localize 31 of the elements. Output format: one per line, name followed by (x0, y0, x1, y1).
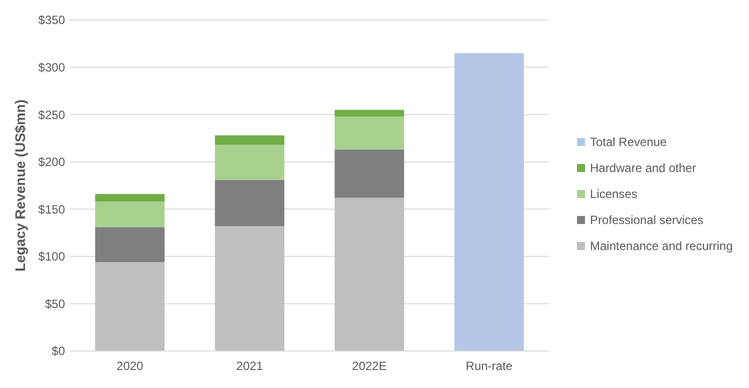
x-tick-label: Run-rate (466, 359, 513, 373)
y-tick-label: $0 (52, 344, 66, 358)
y-tick-label: $50 (44, 296, 66, 311)
bar (95, 262, 165, 351)
bar (214, 226, 284, 351)
y-tick-label: $350 (38, 13, 66, 28)
y-tick-label: $100 (38, 250, 66, 264)
y-tick-label: $200 (38, 155, 66, 170)
legend-label: Professional services (590, 213, 704, 228)
legend-label: Total Revenue (590, 135, 668, 150)
bar (454, 53, 524, 351)
y-tick-label: $300 (38, 60, 66, 74)
bar (95, 227, 165, 262)
x-tick-label: 2022E (352, 359, 387, 373)
y-tick-label: $150 (38, 202, 66, 216)
bar (334, 198, 404, 351)
bar (334, 116, 404, 150)
bar (214, 135, 284, 145)
bar (95, 194, 165, 202)
x-tick-label: 2021 (236, 359, 264, 373)
legend-label: Licenses (590, 187, 638, 202)
bar (334, 150, 404, 198)
legend-label: Hardware and other (590, 161, 696, 176)
bar (214, 144, 284, 180)
x-tick-label: 2020 (116, 359, 144, 373)
y-axis-title: Legacy Revenue (US$mn) (12, 100, 28, 272)
y-tick-label: $250 (38, 108, 66, 122)
bar (334, 110, 404, 116)
bar (214, 180, 284, 226)
bar (95, 202, 165, 228)
legend-label: Maintenance and recurring (590, 239, 733, 254)
